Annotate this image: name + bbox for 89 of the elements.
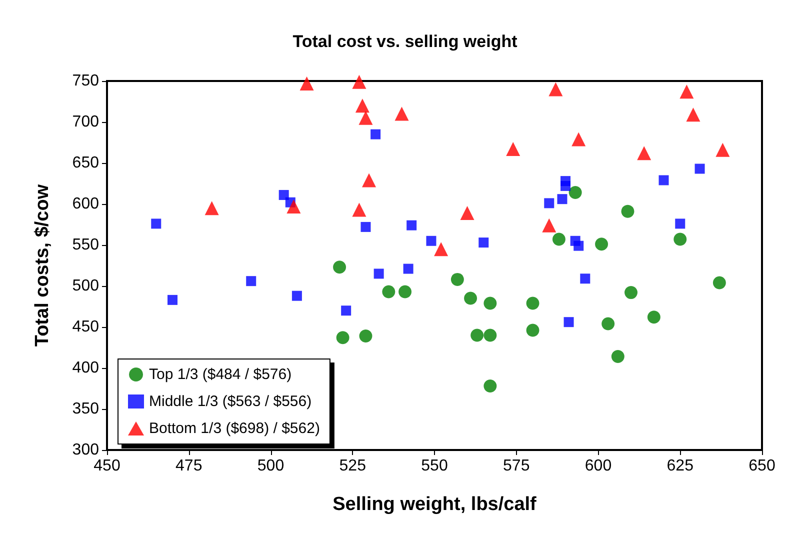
- point: [434, 242, 448, 256]
- point: [557, 194, 568, 204]
- x-tick-label: 600: [584, 458, 612, 474]
- point: [358, 110, 373, 125]
- point: [370, 129, 381, 140]
- x-tick-label: 625: [666, 458, 694, 474]
- point: [506, 142, 520, 156]
- point: [611, 350, 624, 364]
- point: [360, 222, 371, 232]
- point: [341, 306, 352, 316]
- point: [552, 232, 566, 246]
- point: [716, 142, 730, 157]
- point: [292, 290, 302, 301]
- point: [352, 74, 366, 89]
- point: [168, 294, 178, 305]
- x-axis-title: Selling weight, lbs/calf: [332, 494, 538, 515]
- point: [352, 202, 366, 217]
- point: [574, 240, 584, 251]
- point: [204, 201, 219, 216]
- legend-label: Top 1/3 ($484 / $576): [149, 366, 292, 383]
- point: [621, 204, 634, 218]
- point: [544, 198, 554, 208]
- point: [560, 180, 570, 191]
- point: [674, 232, 687, 246]
- y-tick-label: 500: [72, 278, 100, 294]
- legend-label: Middle 1/3 ($563 / $556): [149, 393, 312, 410]
- point: [286, 199, 301, 214]
- point: [333, 260, 346, 274]
- y-tick-label: 650: [72, 154, 100, 172]
- point: [637, 146, 652, 160]
- point: [647, 310, 660, 324]
- y-tick-label: 750: [72, 72, 100, 90]
- point: [680, 84, 694, 99]
- point: [336, 331, 350, 344]
- y-tick-label: 700: [72, 114, 100, 130]
- y-tick-label: 450: [72, 318, 100, 336]
- y-tick-label: 550: [72, 236, 100, 254]
- x-tick-label: 475: [176, 458, 202, 474]
- point: [374, 268, 384, 279]
- point: [658, 175, 669, 186]
- point: [359, 330, 372, 343]
- point: [464, 292, 478, 305]
- legend-label: Bottom 1/3 ($698) / $562): [149, 420, 320, 437]
- point: [151, 218, 162, 229]
- point: [484, 380, 497, 393]
- point: [712, 276, 726, 290]
- x-tick-label: 575: [503, 458, 530, 474]
- y-tick-label: 300: [72, 442, 100, 458]
- point: [398, 285, 412, 298]
- point: [278, 190, 289, 200]
- point: [624, 286, 638, 300]
- point: [526, 296, 540, 310]
- point: [484, 296, 497, 310]
- point: [694, 164, 705, 174]
- point: [572, 132, 586, 146]
- x-tick-label: 650: [748, 458, 776, 474]
- point: [362, 173, 376, 188]
- chart-title: Total cost vs. selling weight: [292, 32, 518, 51]
- point: [300, 76, 314, 90]
- y-axis-title: Total costs, $/cow: [32, 184, 53, 347]
- point: [686, 108, 700, 122]
- y-tick-label: 350: [72, 400, 100, 418]
- y-tick-label: 600: [72, 196, 100, 212]
- point: [460, 206, 474, 220]
- point: [382, 285, 396, 298]
- point: [403, 264, 414, 274]
- y-tick-label: 400: [72, 360, 100, 376]
- point: [542, 218, 556, 232]
- point: [580, 274, 590, 284]
- point: [246, 276, 256, 286]
- point: [526, 324, 540, 337]
- point: [478, 238, 489, 248]
- point: [602, 317, 615, 330]
- point: [470, 328, 484, 342]
- x-tick-label: 550: [421, 458, 448, 474]
- point: [355, 98, 370, 113]
- point: [450, 272, 464, 286]
- point: [406, 220, 417, 230]
- x-tick-label: 500: [257, 458, 284, 474]
- point: [568, 186, 582, 200]
- point: [675, 218, 686, 229]
- point: [426, 236, 436, 246]
- x-tick-label: 525: [339, 458, 366, 474]
- point: [394, 106, 409, 121]
- x-tick-label: 450: [94, 458, 120, 474]
- point: [548, 82, 563, 96]
- point: [564, 317, 574, 328]
- point: [484, 328, 497, 342]
- point: [595, 238, 608, 251]
